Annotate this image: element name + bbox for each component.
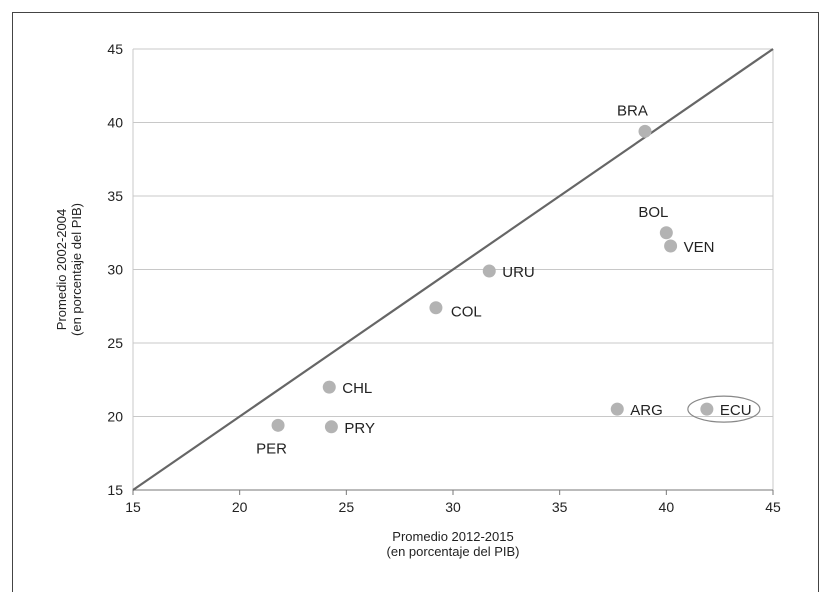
point-label-chl: CHL	[342, 380, 372, 397]
highlight-ellipse-ecu	[687, 395, 761, 423]
y-tick-label: 25	[107, 335, 123, 351]
data-point-col	[429, 301, 443, 315]
data-point-pry	[324, 420, 338, 434]
x-tick-label: 35	[552, 499, 568, 515]
x-tick-label: 30	[445, 499, 461, 515]
point-label-ven: VEN	[684, 239, 715, 256]
point-label-arg: ARG	[630, 402, 663, 419]
x-tick-label: 40	[659, 499, 675, 515]
x-axis-label: Promedio 2012-2015	[392, 529, 513, 544]
point-label-bol: BOL	[638, 204, 668, 221]
y-tick-label: 15	[107, 482, 123, 498]
point-label-ecu: ECU	[720, 402, 752, 419]
data-point-ecu	[700, 402, 714, 416]
y-tick-label: 40	[107, 115, 123, 131]
point-label-pry: PRY	[344, 420, 375, 437]
data-point-uru	[482, 264, 496, 278]
x-tick-label: 20	[232, 499, 248, 515]
point-label-col: COL	[451, 304, 482, 321]
x-tick-label: 45	[765, 499, 781, 515]
data-point-ven	[664, 239, 678, 253]
data-point-chl	[322, 380, 336, 394]
x-tick-label: 25	[339, 499, 355, 515]
data-point-arg	[610, 402, 624, 416]
x-tick-label: 15	[125, 499, 141, 515]
y-tick-label: 35	[107, 188, 123, 204]
y-axis-label: Promedio 2002-2004	[54, 209, 69, 330]
data-point-per	[271, 418, 285, 432]
y-tick-label: 20	[107, 409, 123, 425]
point-label-per: PER	[256, 440, 287, 457]
chart-frame	[12, 12, 819, 592]
data-point-bol	[659, 226, 673, 240]
y-axis-label-unit: (en porcentaje del PIB)	[69, 203, 84, 336]
y-tick-label: 30	[107, 262, 123, 278]
point-label-uru: URU	[502, 264, 535, 281]
reference-line	[132, 48, 774, 491]
point-label-bra: BRA	[617, 102, 648, 119]
data-point-bra	[638, 124, 652, 138]
x-axis-label-unit: (en porcentaje del PIB)	[387, 544, 520, 559]
y-tick-label: 45	[107, 41, 123, 57]
